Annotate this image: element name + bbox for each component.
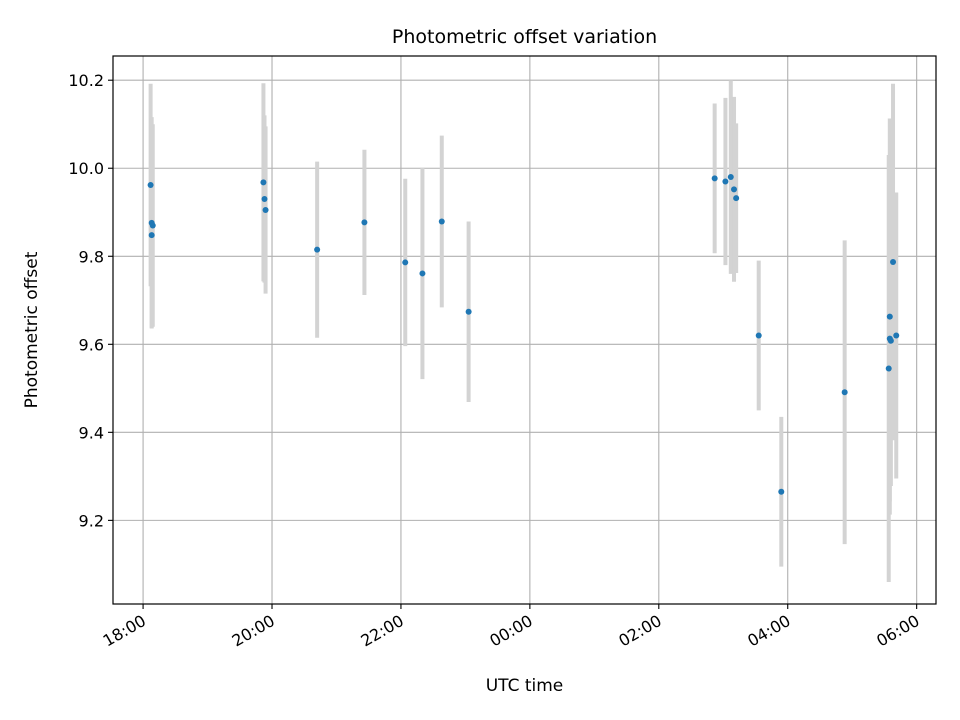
data-point	[261, 196, 268, 203]
data-point	[887, 337, 894, 344]
data-point	[778, 488, 785, 495]
data-point	[148, 232, 155, 239]
data-points	[147, 174, 900, 495]
data-point	[262, 207, 269, 214]
data-point	[885, 365, 892, 372]
data-point	[886, 313, 893, 320]
data-point	[722, 178, 729, 185]
y-tick-label: 9.6	[79, 335, 104, 354]
chart-title: Photometric offset variation	[392, 26, 657, 48]
y-tick-label: 9.2	[79, 511, 104, 530]
data-point	[465, 308, 472, 315]
data-point	[841, 389, 848, 396]
x-axis-label: UTC time	[486, 676, 564, 696]
data-point	[402, 259, 409, 266]
plot-area-frame	[112, 55, 937, 605]
y-tick-label: 10.0	[68, 159, 104, 178]
data-point	[733, 195, 740, 202]
y-tick-label: 9.4	[79, 423, 104, 442]
y-tick-label: 9.8	[79, 247, 104, 266]
data-point	[438, 218, 445, 225]
data-point	[711, 175, 718, 182]
data-point	[314, 246, 321, 253]
data-point	[727, 174, 734, 181]
y-axis-label: Photometric offset	[22, 251, 42, 408]
y-tick-label: 10.2	[68, 71, 104, 90]
grid-lines	[113, 56, 936, 604]
y-axis-ticks: 9.2 9.4 9.6 9.8 10.0 10.2	[68, 71, 113, 530]
data-point	[149, 222, 156, 229]
data-point	[419, 270, 426, 277]
data-point	[361, 219, 368, 226]
data-point	[893, 332, 900, 339]
data-point	[260, 179, 267, 186]
data-point	[890, 258, 897, 265]
data-point	[755, 332, 762, 339]
data-point	[731, 186, 738, 193]
data-point	[147, 181, 154, 188]
